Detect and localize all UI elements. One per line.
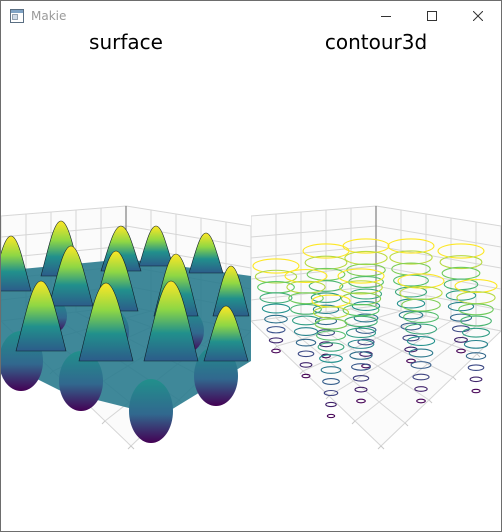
contour3d-scene[interactable] — [248, 206, 501, 449]
maximize-button[interactable] — [409, 1, 455, 31]
figure-canvas[interactable]: surface contour3d — [1, 31, 501, 531]
close-button[interactable] — [455, 1, 501, 31]
scene-canvas — [1, 31, 501, 531]
title-bar[interactable]: Makie — [1, 1, 501, 31]
close-icon — [473, 11, 483, 21]
window-title: Makie — [31, 9, 66, 23]
surface-scene[interactable] — [1, 206, 254, 449]
minimize-icon — [381, 11, 391, 21]
app-window-icon — [10, 9, 24, 23]
minimize-button[interactable] — [363, 1, 409, 31]
maximize-icon — [427, 11, 437, 21]
contour3d-axis-grid — [248, 206, 501, 449]
